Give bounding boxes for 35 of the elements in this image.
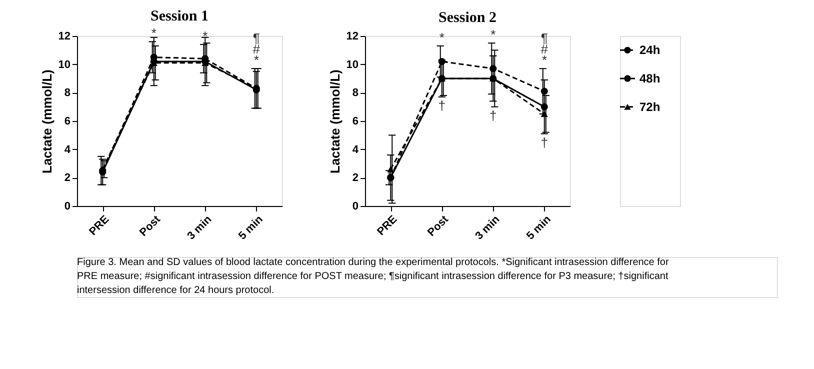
x-tick-label: 3 min	[473, 213, 502, 242]
x-tick-label: 3 min	[185, 213, 214, 242]
annotation: †	[438, 98, 446, 113]
legend-label: 72h	[640, 100, 660, 114]
y-tick-label: 6	[352, 116, 358, 128]
y-tick-label: 6	[64, 116, 70, 128]
y-tick-label: 2	[352, 172, 358, 184]
x-tick-label: 5 min	[524, 213, 554, 242]
y-axis-title: Lactate (mmol/L)	[39, 69, 54, 174]
annotation: *	[254, 52, 259, 68]
y-tick-label: 10	[346, 58, 358, 71]
x-tick-label: 5 min	[236, 213, 266, 242]
annotation: *	[151, 26, 156, 41]
annotation: *	[490, 27, 496, 42]
y-tick-label: 0	[352, 200, 358, 212]
y-tick-label: 8	[64, 87, 70, 100]
legend-label: 24h	[640, 43, 660, 58]
y-tick-label: 4	[352, 144, 360, 156]
annotation: †	[540, 134, 548, 150]
y-tick-label: 10	[58, 58, 70, 71]
annotation: †	[490, 108, 497, 123]
y-tick-label: 0	[64, 200, 70, 212]
annotation: *	[439, 30, 444, 45]
y-tick-label: 4	[64, 144, 72, 156]
y-tick-label: 2	[64, 172, 70, 184]
y-tick-label: 12	[58, 30, 70, 42]
chart-title: Session 2	[438, 10, 496, 26]
chart-title: Session 1	[150, 8, 208, 25]
annotation: *	[202, 28, 208, 44]
y-tick-label: 12	[346, 30, 358, 42]
legend-label: 48h	[640, 72, 660, 86]
annotation: *	[542, 52, 547, 68]
y-axis-title: Lactate (mmol/L)	[327, 69, 342, 174]
caption: Figure 3. Mean and SD values of blood lactate concentration during the experimental protocols. *Significant intrasession difference for PRE measure; #significant intrasession difference for POST measure; ¶significant intrasession difference for P3 measure; †significant intersession difference for 24 hours protocol.	[77, 257, 670, 296]
y-tick-label: 8	[352, 87, 358, 100]
